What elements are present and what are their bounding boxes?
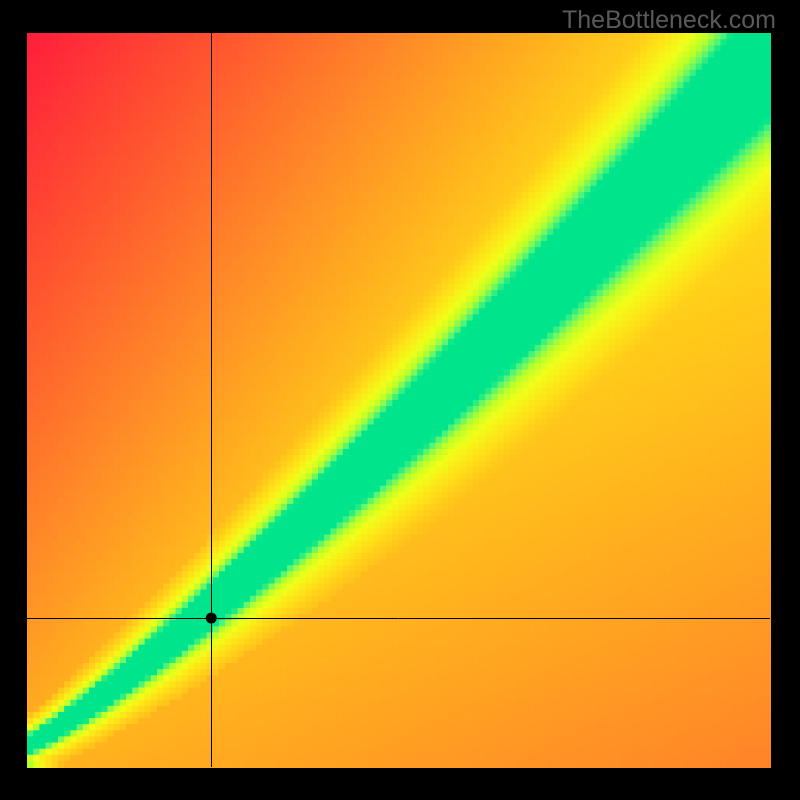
chart-container: { "source": "TheBottleneck.com", "waterm… (0, 0, 800, 800)
watermark-text: TheBottleneck.com (562, 6, 776, 35)
bottleneck-heatmap (0, 0, 800, 800)
